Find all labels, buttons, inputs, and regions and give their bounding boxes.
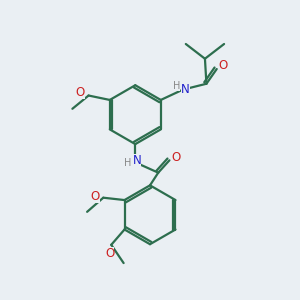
Text: H: H — [173, 81, 180, 91]
Text: O: O — [219, 59, 228, 72]
Text: O: O — [90, 190, 100, 203]
Text: O: O — [105, 247, 114, 260]
Text: H: H — [124, 158, 132, 168]
Text: N: N — [181, 83, 190, 96]
Text: O: O — [171, 151, 181, 164]
Text: N: N — [132, 154, 141, 167]
Text: O: O — [76, 86, 85, 99]
